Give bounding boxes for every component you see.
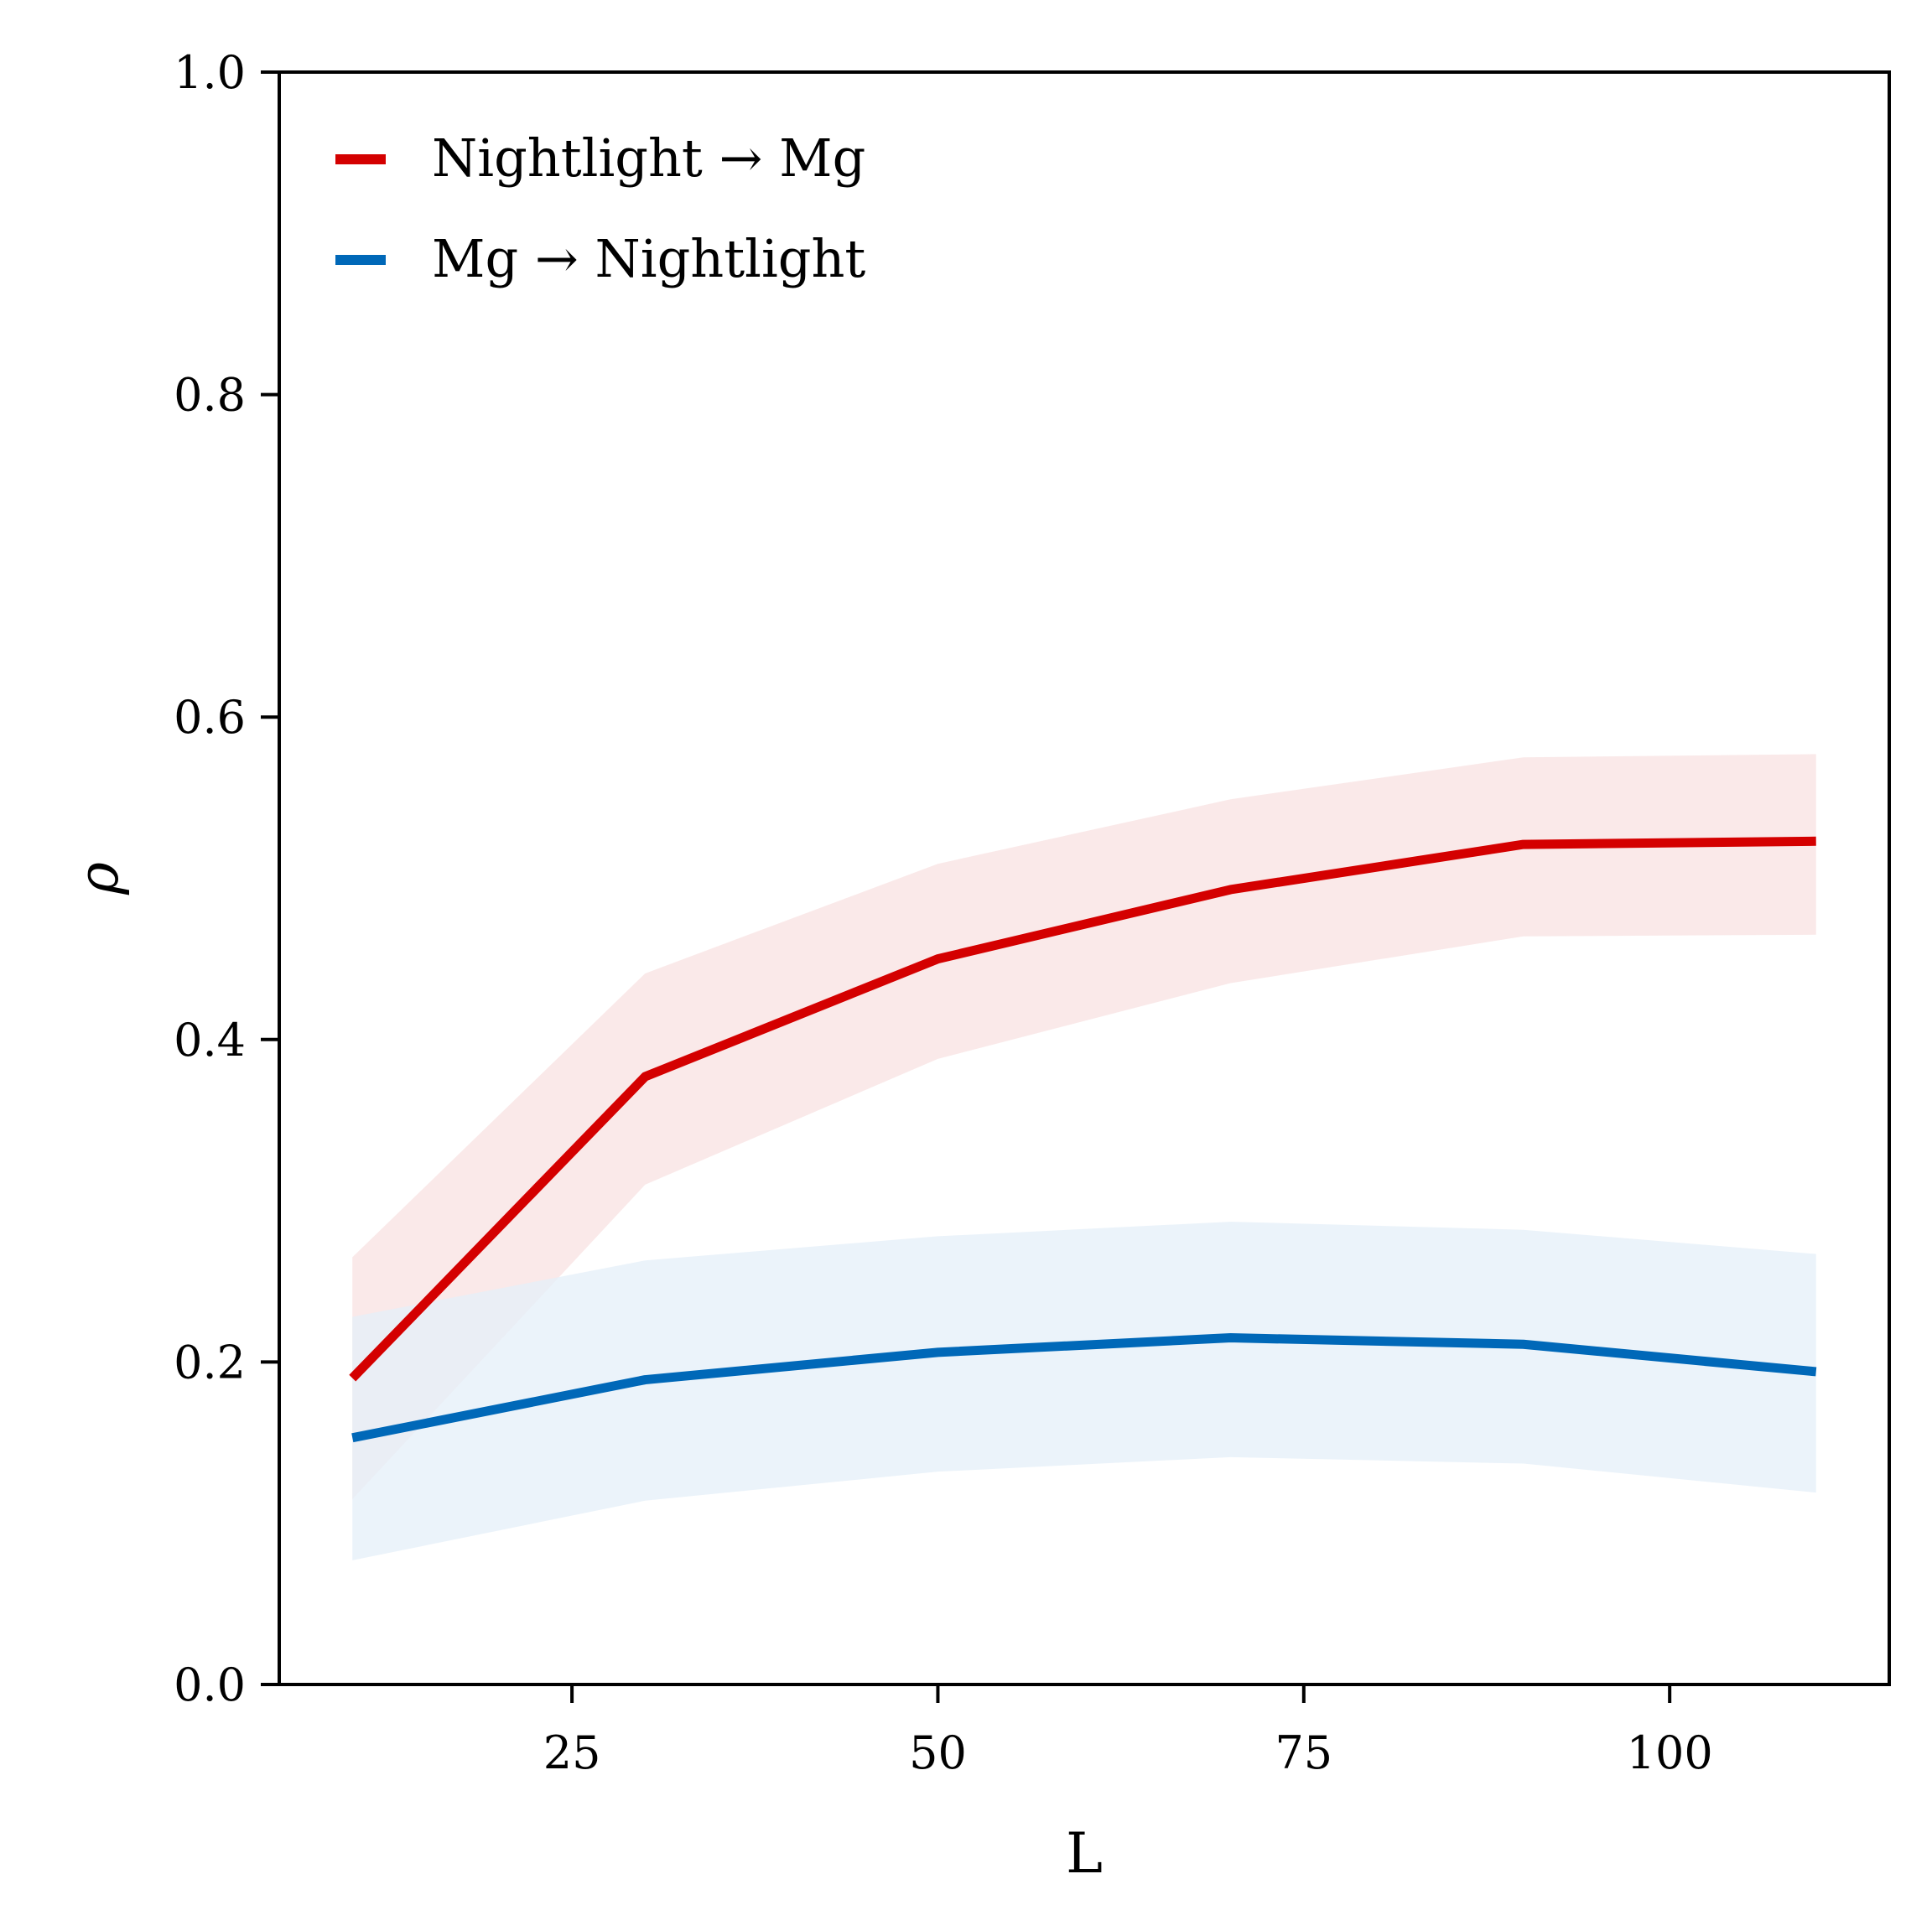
legend-label-2: Mg → Nightlight [432, 228, 865, 289]
line-series-2 [351, 1333, 1817, 1443]
y-axis-label: ρ [66, 862, 131, 895]
y-tick-label: 0.8 [174, 369, 246, 422]
x-tick-label: 100 [1627, 1726, 1713, 1779]
x-tick-label: 50 [909, 1726, 967, 1779]
y-tick-label: 1.0 [174, 46, 246, 99]
plot-frame [278, 70, 1891, 1686]
y-axis: 0.0 0.2 0.4 0.6 0.8 1.0 [174, 46, 279, 1711]
band-series-2 [352, 1222, 1816, 1560]
y-tick-label: 0.4 [174, 1014, 246, 1067]
y-tick-label: 0.6 [174, 691, 246, 744]
x-tick-label: 25 [543, 1726, 601, 1779]
band-series-1 [352, 754, 1816, 1499]
confidence-bands [352, 754, 1816, 1560]
x-axis: 25 50 75 100 [543, 1684, 1713, 1779]
legend: Nightlight → Mg Mg → Nightlight [335, 127, 865, 289]
line-series-1 [349, 836, 1816, 1382]
y-tick-label: 0.0 [174, 1658, 246, 1711]
y-tick-label: 0.2 [174, 1336, 246, 1389]
series-lines [349, 836, 1817, 1443]
legend-label-1: Nightlight → Mg [432, 127, 865, 189]
x-tick-label: 75 [1275, 1726, 1332, 1779]
x-axis-label: L [1066, 1821, 1103, 1886]
